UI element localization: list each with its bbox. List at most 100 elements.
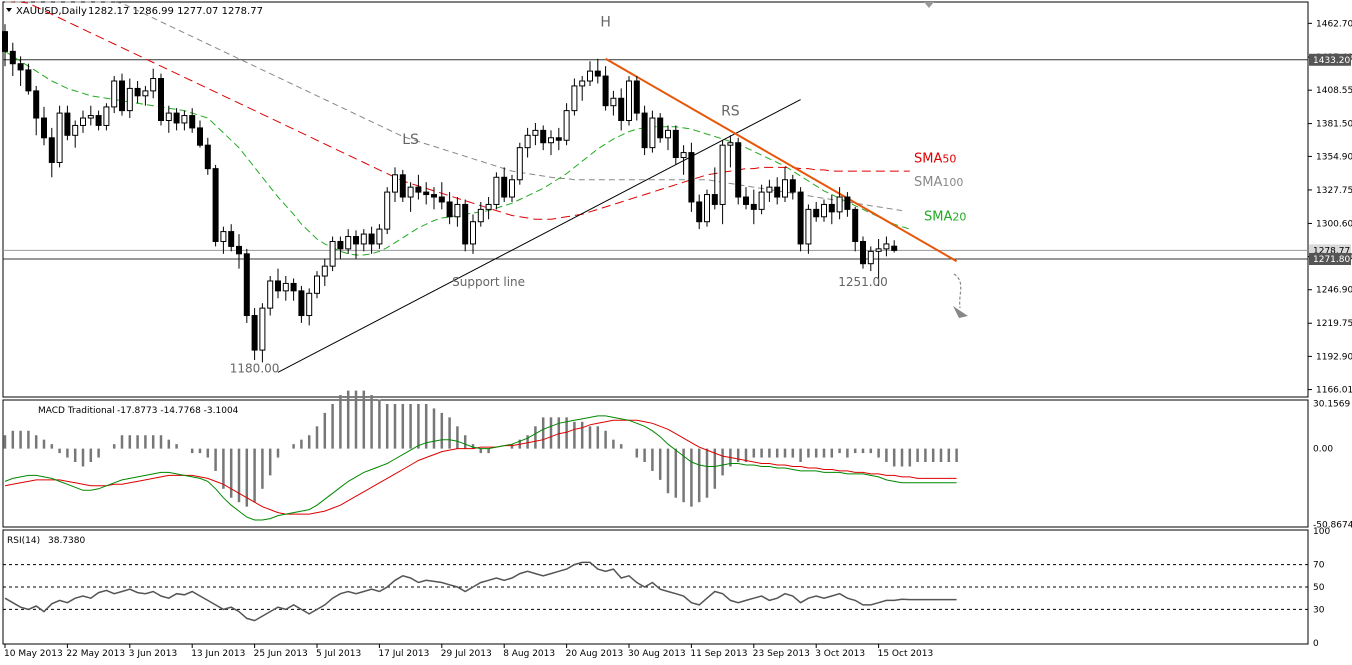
candle-body bbox=[735, 142, 742, 198]
chart-header: XAUUSD,Daily 1282.17 1286.99 1277.07 127… bbox=[6, 6, 263, 17]
candle bbox=[376, 224, 383, 249]
sma100-line bbox=[5, 1, 903, 212]
candle-body bbox=[618, 97, 625, 121]
price-tick-label: 1381.50 bbox=[1316, 120, 1352, 130]
candle bbox=[844, 192, 851, 217]
candle-body bbox=[423, 191, 430, 196]
candle-body bbox=[189, 115, 196, 129]
candle bbox=[672, 125, 679, 165]
candle bbox=[17, 56, 24, 86]
annotation-label: Support line bbox=[452, 275, 525, 289]
time-tick-label: 22 May 2013 bbox=[66, 649, 125, 659]
candle bbox=[431, 187, 437, 210]
sma-label-name: SMA bbox=[924, 209, 952, 224]
candle-body bbox=[290, 282, 297, 292]
candle bbox=[345, 229, 352, 254]
candle-body bbox=[626, 80, 632, 121]
candle-body bbox=[119, 80, 125, 112]
candle-body bbox=[470, 221, 476, 245]
rsi-tick-label: 50 bbox=[1313, 583, 1325, 593]
candle-body bbox=[438, 196, 445, 203]
candle bbox=[212, 164, 219, 247]
price-tick-label: 1327.75 bbox=[1316, 186, 1352, 196]
sma-label-name: SMA bbox=[914, 175, 942, 190]
candle-body bbox=[150, 78, 157, 92]
candle-body bbox=[228, 231, 235, 247]
rsi-panel-frame bbox=[2, 529, 1309, 645]
candle bbox=[680, 145, 687, 175]
neckline-trendline bbox=[277, 99, 801, 373]
annotation-label: RS bbox=[721, 104, 740, 120]
rsi-values: 38.7380 bbox=[48, 536, 85, 546]
candle-body bbox=[649, 117, 656, 149]
candle-body bbox=[321, 265, 328, 277]
candle-body bbox=[314, 275, 320, 294]
time-tick-label: 25 Jun 2013 bbox=[254, 649, 308, 659]
candle bbox=[150, 68, 157, 99]
downtrend-trendline bbox=[605, 57, 958, 263]
dropdown-arrow-icon[interactable] bbox=[6, 8, 12, 12]
candle-body bbox=[828, 203, 835, 213]
candle bbox=[126, 78, 133, 119]
candle bbox=[48, 127, 55, 178]
candle bbox=[321, 258, 328, 286]
candle bbox=[275, 268, 281, 299]
candle bbox=[594, 58, 601, 84]
price-tick-label: 1462.70 bbox=[1316, 19, 1352, 29]
candle bbox=[875, 239, 882, 286]
rsi-title: RSI(14) bbox=[7, 536, 40, 546]
candle-body bbox=[852, 208, 859, 242]
candle bbox=[493, 172, 500, 210]
time-tick-label: 20 Aug 2013 bbox=[566, 649, 624, 659]
candle-body bbox=[212, 168, 219, 242]
macd-tick-label: 30.1569 bbox=[1313, 400, 1350, 410]
candle-body bbox=[501, 176, 508, 198]
candle bbox=[516, 142, 523, 185]
candle bbox=[797, 187, 804, 252]
sma-label-period: 100 bbox=[942, 176, 963, 189]
macd-values: -17.8773 -14.7768 -3.1004 bbox=[117, 406, 239, 416]
candle bbox=[477, 201, 484, 227]
macd-main-line bbox=[4, 415, 957, 521]
candle-body bbox=[540, 129, 547, 144]
candle bbox=[353, 230, 359, 259]
candle-body bbox=[415, 186, 422, 193]
candle-body bbox=[204, 144, 211, 170]
time-tick-label: 10 May 2013 bbox=[4, 649, 63, 659]
candle-body bbox=[610, 97, 617, 107]
price-label-text: 1278.77 bbox=[1313, 246, 1350, 256]
candle-body bbox=[329, 240, 336, 267]
candle bbox=[103, 103, 110, 131]
time-tick-label: 8 Aug 2013 bbox=[503, 649, 555, 659]
candle bbox=[688, 142, 695, 212]
candle bbox=[243, 248, 250, 323]
candle-body bbox=[758, 191, 765, 210]
candle-body bbox=[220, 231, 227, 242]
candle bbox=[501, 167, 508, 202]
candle-body bbox=[711, 194, 718, 205]
candle-body bbox=[2, 31, 8, 52]
rsi-tick-label: 70 bbox=[1313, 561, 1325, 571]
rsi-tick-label: 0 bbox=[1313, 639, 1319, 649]
candle-body bbox=[25, 69, 32, 92]
candle-body bbox=[267, 280, 274, 309]
candle bbox=[119, 73, 125, 116]
candle-body bbox=[719, 144, 726, 205]
candle-body bbox=[493, 176, 500, 205]
candle-body bbox=[376, 228, 383, 245]
price-label-text: 1271.80 bbox=[1313, 255, 1350, 265]
candle-body bbox=[33, 90, 40, 119]
candle-body bbox=[875, 248, 882, 252]
candle bbox=[610, 90, 617, 116]
price-tick-label: 1300.60 bbox=[1316, 219, 1352, 229]
candle bbox=[758, 184, 765, 215]
sma-label: SMA50 bbox=[914, 151, 956, 166]
macd-signal-line bbox=[4, 419, 957, 515]
candle-body bbox=[477, 208, 484, 223]
candle bbox=[524, 127, 531, 158]
candle bbox=[64, 105, 71, 141]
candle-body bbox=[704, 194, 710, 223]
candle bbox=[509, 174, 515, 202]
candle-body bbox=[602, 75, 609, 107]
candle-body bbox=[860, 240, 866, 265]
